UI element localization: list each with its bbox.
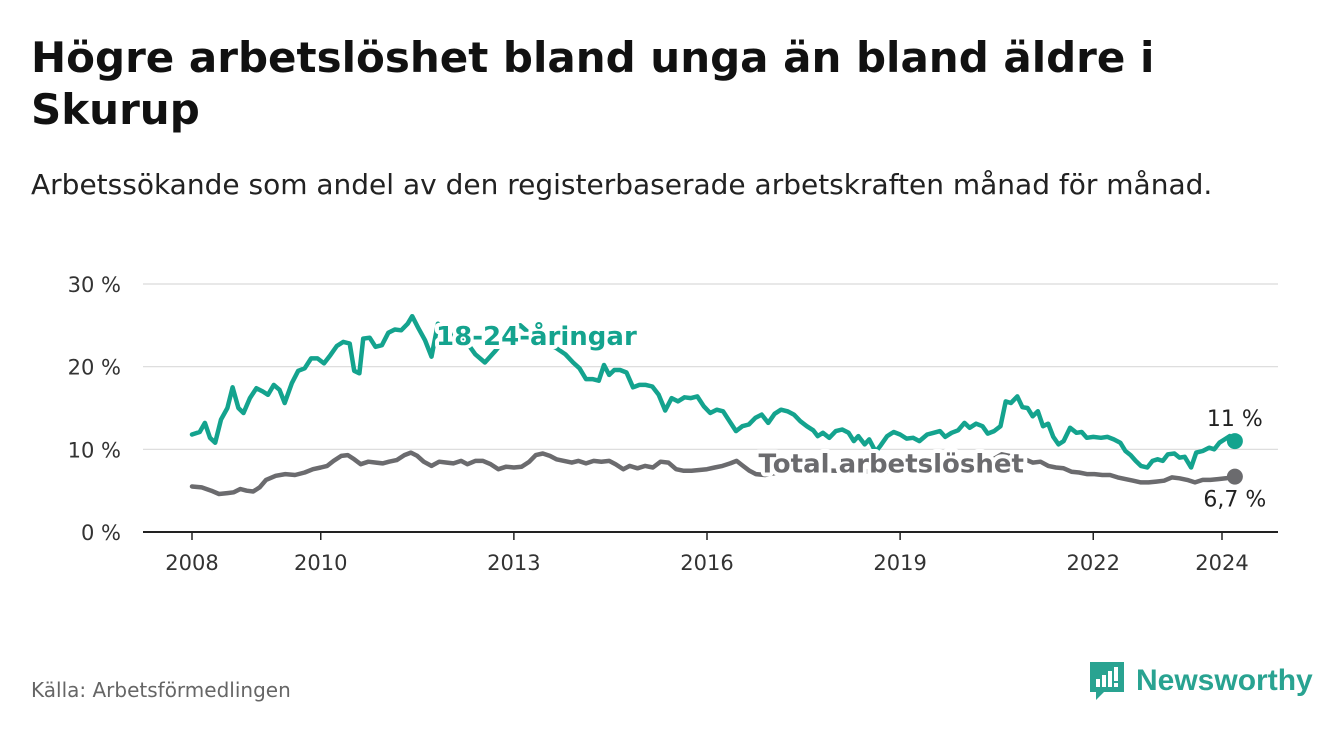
source-note: Källa: Arbetsförmedlingen [31,678,291,702]
series-label-youth: 18-24-åringar [436,320,637,352]
x-tick-label: 2019 [873,551,926,575]
y-tick-label: 10 % [68,438,121,462]
y-tick-label: 30 % [68,273,121,297]
x-tick-label: 2024 [1195,551,1248,575]
y-axis-ticks: 0 % 10 % 20 % 30 % [68,273,121,545]
end-marker-total [1226,468,1243,485]
gridlines [143,283,1278,533]
series-end-markers: 11 % 6,7 % [1203,407,1266,513]
x-tick-label: 2022 [1067,551,1120,575]
series-line-youth [189,313,1238,470]
series-lines [189,313,1238,497]
x-tick-label: 2008 [165,551,218,575]
end-label-youth: 11 % [1207,407,1263,432]
end-label-total: 6,7 % [1203,488,1266,513]
x-tick-label: 2016 [680,551,733,575]
x-axis-ticks: 2008 2010 2013 2016 2019 2022 2024 [165,532,1249,575]
series-labels: 18-24-åringar Total arbetslöshet [432,316,1028,483]
y-tick-label: 0 % [81,521,121,545]
end-marker-youth [1226,433,1243,450]
x-tick-label: 2013 [487,551,540,575]
x-tick-label: 2010 [294,551,347,575]
y-tick-label: 20 % [68,356,121,380]
chart-title: Högre arbetslöshet bland unga än bland ä… [31,33,1155,134]
series-label-total: Total arbetslöshet [759,449,1024,479]
newsworthy-logo-icon [1090,662,1124,700]
brand-logo[interactable]: Newsworthy [1088,660,1313,702]
series-line-total [189,450,1238,497]
brand-name: Newsworthy [1136,664,1313,697]
chart-subtitle: Arbetssökande som andel av den registerb… [31,168,1213,201]
